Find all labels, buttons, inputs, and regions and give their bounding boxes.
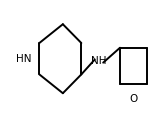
Text: O: O bbox=[129, 94, 137, 104]
Text: HN: HN bbox=[16, 54, 32, 64]
Text: NH: NH bbox=[91, 56, 107, 66]
